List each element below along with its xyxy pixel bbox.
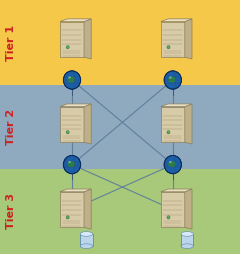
Circle shape xyxy=(164,71,181,89)
Circle shape xyxy=(66,216,69,219)
Circle shape xyxy=(167,45,170,49)
Bar xyxy=(161,22,185,57)
Circle shape xyxy=(167,131,170,134)
Polygon shape xyxy=(60,104,91,107)
Ellipse shape xyxy=(67,161,75,167)
Bar xyxy=(161,107,185,142)
Bar xyxy=(0,0,19,85)
Circle shape xyxy=(164,155,181,174)
Bar xyxy=(60,22,84,57)
Ellipse shape xyxy=(181,232,193,236)
Bar xyxy=(80,234,93,246)
Bar xyxy=(19,169,240,254)
Circle shape xyxy=(63,155,81,174)
Ellipse shape xyxy=(169,161,172,163)
Polygon shape xyxy=(60,189,91,192)
Polygon shape xyxy=(60,19,91,22)
Ellipse shape xyxy=(68,161,71,163)
Ellipse shape xyxy=(80,232,93,236)
Ellipse shape xyxy=(67,76,75,83)
Circle shape xyxy=(66,45,69,49)
Ellipse shape xyxy=(169,76,172,78)
Ellipse shape xyxy=(68,76,71,78)
Circle shape xyxy=(167,216,170,219)
Polygon shape xyxy=(161,104,192,107)
Bar xyxy=(60,192,84,227)
Circle shape xyxy=(63,71,81,89)
Text: Tier 2: Tier 2 xyxy=(6,109,16,145)
Polygon shape xyxy=(161,189,192,192)
Polygon shape xyxy=(84,189,91,229)
Text: Tier 1: Tier 1 xyxy=(6,24,16,61)
Polygon shape xyxy=(84,104,91,144)
Bar xyxy=(0,85,19,169)
Ellipse shape xyxy=(168,76,176,83)
Bar xyxy=(19,0,240,85)
Bar xyxy=(60,107,84,142)
Text: Tier 3: Tier 3 xyxy=(6,194,16,229)
Bar xyxy=(181,234,193,246)
Polygon shape xyxy=(84,19,91,59)
Bar xyxy=(0,169,19,254)
Polygon shape xyxy=(185,104,192,144)
Bar xyxy=(161,192,185,227)
Ellipse shape xyxy=(168,161,176,167)
Polygon shape xyxy=(161,19,192,22)
Circle shape xyxy=(66,131,69,134)
Polygon shape xyxy=(185,19,192,59)
Ellipse shape xyxy=(181,244,193,248)
Ellipse shape xyxy=(80,244,93,248)
Polygon shape xyxy=(185,189,192,229)
Bar xyxy=(19,85,240,169)
